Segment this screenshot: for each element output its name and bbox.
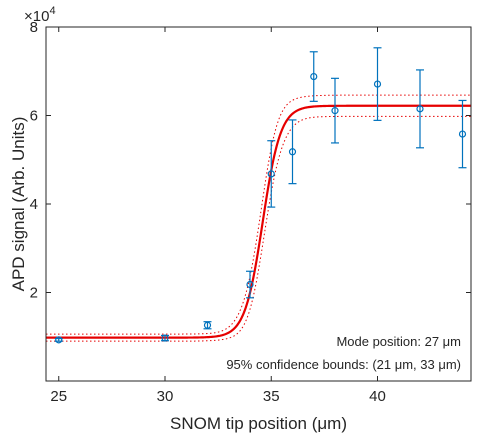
data-marker bbox=[246, 280, 254, 289]
x-tick-label: 35 bbox=[263, 388, 280, 405]
x-axis-label: SNOM tip position (μm) bbox=[170, 414, 347, 433]
annotation-confidence-bounds: 95% confidence bounds: (21 μm, 33 μm) bbox=[226, 357, 461, 372]
data-point bbox=[458, 99, 467, 169]
data-marker bbox=[416, 105, 424, 113]
data-marker bbox=[310, 72, 318, 81]
data-point bbox=[267, 140, 276, 208]
data-marker bbox=[55, 336, 63, 344]
y-tick-label: 6 bbox=[30, 108, 38, 125]
upper-confidence-bound bbox=[46, 94, 471, 335]
axes-box bbox=[45, 26, 472, 382]
data-point bbox=[331, 77, 339, 144]
data-point bbox=[288, 119, 297, 185]
x-tick-label: 40 bbox=[369, 388, 386, 405]
lower-confidence-bound bbox=[46, 115, 471, 342]
data-point bbox=[373, 47, 382, 121]
data-marker bbox=[288, 148, 297, 156]
data-marker bbox=[458, 130, 467, 138]
y-tick-label: 4 bbox=[30, 196, 38, 213]
ticks-layer: 25 30 35 40 2 4 6 8 bbox=[30, 19, 471, 405]
x-tick-label: 25 bbox=[50, 388, 67, 405]
data-point bbox=[416, 69, 424, 149]
y-exponent-label: ×104 bbox=[24, 5, 56, 25]
y-tick-label: 8 bbox=[30, 19, 38, 36]
fit-curve bbox=[46, 104, 471, 339]
data-layer bbox=[54, 47, 467, 344]
data-marker bbox=[203, 321, 212, 329]
data-point bbox=[246, 270, 254, 299]
data-point bbox=[161, 334, 169, 342]
fit-layer bbox=[46, 94, 471, 342]
annotation-mode-position: Mode position: 27 μm bbox=[336, 334, 461, 349]
data-point bbox=[203, 321, 212, 330]
y-axis-label: APD signal (Arb. Units) bbox=[9, 117, 28, 292]
data-marker bbox=[373, 80, 382, 88]
data-marker bbox=[161, 334, 169, 342]
data-marker bbox=[267, 170, 275, 178]
data-marker bbox=[331, 107, 339, 115]
data-point bbox=[309, 51, 318, 102]
data-point bbox=[54, 336, 63, 344]
y-tick-label: 2 bbox=[30, 285, 38, 302]
x-tick-label: 30 bbox=[157, 388, 174, 405]
